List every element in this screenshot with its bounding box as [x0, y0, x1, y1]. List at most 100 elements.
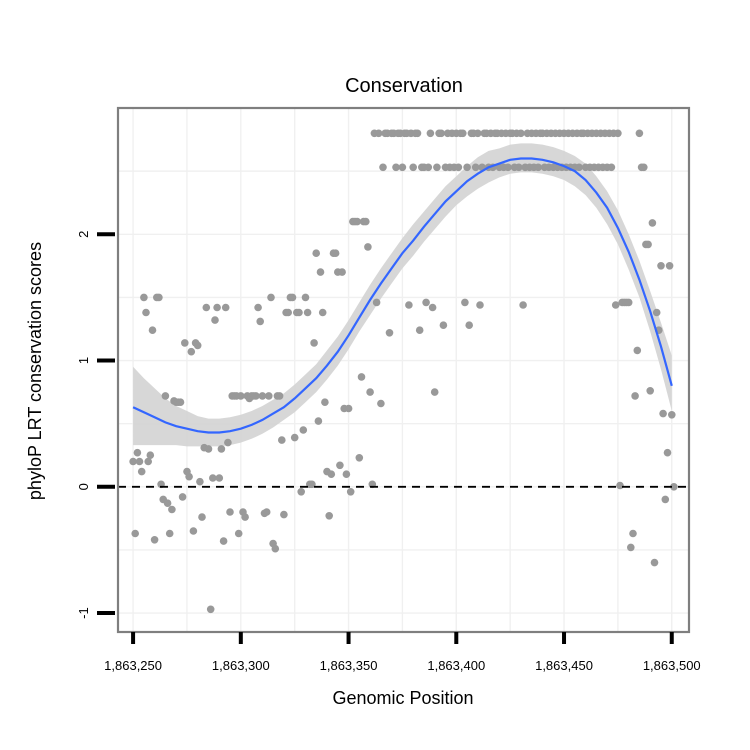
- data-point: [144, 457, 152, 466]
- data-point: [140, 293, 148, 302]
- data-point: [215, 474, 224, 482]
- data-point: [135, 457, 144, 466]
- data-point: [392, 163, 400, 172]
- chart-title: Conservation: [345, 75, 463, 97]
- data-point: [474, 129, 482, 138]
- data-point: [271, 544, 280, 553]
- data-point: [659, 409, 667, 418]
- data-point: [657, 262, 665, 270]
- data-point: [202, 303, 211, 312]
- data-point: [430, 388, 439, 396]
- data-point: [196, 477, 204, 486]
- data-point: [515, 163, 523, 172]
- data-point: [409, 163, 418, 172]
- data-point: [146, 451, 155, 460]
- data-point: [422, 298, 430, 307]
- data-point: [663, 448, 672, 457]
- data-point: [336, 461, 344, 470]
- y-tick-label: 0: [76, 483, 91, 490]
- data-point: [534, 163, 542, 172]
- y-tick-label: 2: [76, 231, 91, 238]
- data-point: [377, 399, 385, 408]
- data-point: [366, 388, 374, 396]
- data-point: [234, 529, 243, 538]
- data-point: [168, 505, 176, 514]
- data-point: [433, 163, 441, 172]
- y-axis: -1 0 1 2: [76, 231, 115, 619]
- data-point: [463, 163, 471, 172]
- data-point: [137, 467, 146, 476]
- data-point: [155, 293, 163, 302]
- data-point: [278, 436, 286, 444]
- smooth-line-layer: [132, 157, 673, 434]
- data-point: [254, 303, 262, 312]
- data-point: [262, 508, 271, 516]
- data-point: [327, 470, 336, 479]
- data-point: [331, 249, 340, 257]
- data-point: [209, 474, 217, 482]
- y-axis-label: phyloP LRT conservation scores: [25, 242, 45, 500]
- x-tick-label: 1,863,450: [535, 658, 593, 673]
- data-point: [301, 293, 310, 302]
- data-point: [176, 398, 185, 407]
- data-point: [187, 347, 196, 356]
- data-point: [355, 454, 364, 462]
- data-point: [161, 392, 170, 400]
- data-point: [211, 316, 219, 324]
- data-point: [133, 448, 142, 457]
- data-point: [459, 129, 467, 138]
- data-point: [219, 537, 228, 545]
- data-point: [185, 472, 193, 481]
- data-point: [426, 129, 435, 138]
- data-point: [280, 510, 288, 519]
- data-point: [646, 387, 654, 395]
- data-point: [284, 308, 293, 317]
- data-point: [624, 298, 633, 307]
- plot-frame-layer: [116, 106, 691, 634]
- data-point: [517, 129, 525, 138]
- data-point: [648, 219, 657, 227]
- data-point: [142, 308, 150, 317]
- data-point: [252, 392, 260, 400]
- data-point: [314, 417, 323, 425]
- x-tick-label: 1,863,500: [643, 658, 701, 673]
- data-point: [428, 303, 437, 312]
- data-point: [346, 488, 355, 496]
- data-point: [607, 163, 616, 172]
- data-point: [364, 243, 372, 251]
- confidence-ribbon: [133, 143, 672, 447]
- data-point: [297, 488, 306, 496]
- data-point: [338, 268, 346, 276]
- data-point: [372, 298, 381, 307]
- data-point: [644, 240, 652, 249]
- data-point: [148, 326, 157, 335]
- x-tick-label: 1,863,300: [212, 658, 270, 673]
- data-point: [265, 392, 273, 400]
- data-point: [575, 163, 583, 172]
- data-point: [504, 163, 512, 172]
- x-tick-label: 1,863,350: [320, 658, 378, 673]
- data-point: [415, 326, 424, 335]
- smooth-fit-line: [132, 157, 673, 434]
- data-point: [650, 558, 659, 567]
- data-point: [465, 321, 474, 330]
- data-point: [611, 301, 620, 309]
- data-point: [668, 411, 676, 419]
- data-point: [288, 293, 297, 302]
- x-tick-label: 1,863,250: [104, 658, 162, 673]
- data-point: [413, 129, 422, 138]
- data-point: [221, 303, 230, 312]
- data-points: [129, 129, 678, 614]
- data-point: [295, 308, 303, 317]
- data-point: [303, 308, 312, 317]
- data-point: [633, 346, 642, 355]
- data-point: [299, 426, 308, 434]
- data-point: [163, 499, 172, 508]
- data-point: [374, 129, 383, 138]
- data-point: [165, 529, 174, 538]
- data-point: [129, 457, 137, 466]
- data-point: [652, 308, 661, 317]
- data-point: [316, 268, 325, 276]
- data-point: [206, 605, 215, 614]
